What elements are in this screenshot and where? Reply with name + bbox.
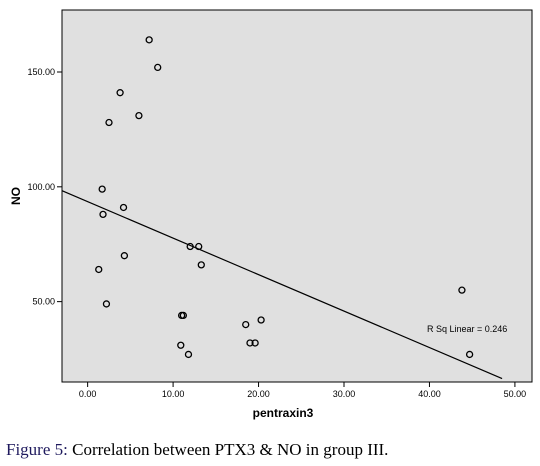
- data-point-4: [105, 118, 113, 127]
- data-point-19: [242, 320, 250, 329]
- data-point-24: [465, 350, 474, 359]
- data-point-7: [119, 203, 128, 212]
- x-axis-title: pentraxin3: [253, 406, 314, 420]
- data-point-12: [186, 242, 194, 251]
- data-point-18: [184, 350, 193, 359]
- fit-line: [61, 190, 503, 380]
- x-tick-label: 40.00: [418, 389, 441, 399]
- x-tick-label: 30.00: [333, 389, 356, 399]
- caption-text: Correlation between PTX3 & NO in group I…: [67, 440, 389, 459]
- data-point-8: [99, 210, 107, 219]
- data-point-6: [98, 185, 106, 193]
- y-tick-label: 150.00: [27, 67, 55, 77]
- data-point-20: [257, 316, 265, 324]
- y-tick-label: 50.00: [32, 297, 55, 307]
- fit-annotation: R Sq Linear = 0.246: [427, 324, 507, 334]
- data-point-21: [246, 339, 254, 347]
- data-point-10: [95, 265, 103, 274]
- y-tick-label: 100.00: [27, 182, 55, 192]
- data-point-2: [154, 63, 162, 72]
- scatter-chart: 0.00 10.00 20.00 30.00 40.00 50.00 50.00 100.0…: [9, 9, 533, 420]
- data-point-17: [177, 341, 185, 349]
- figure-caption: Figure 5: Correlation between PTX3 & NO …: [6, 440, 536, 460]
- plot-area: [61, 9, 533, 383]
- data-point-13: [195, 242, 203, 251]
- data-point-1: [145, 36, 153, 44]
- data-point-22: [251, 339, 259, 347]
- x-tick-label: 0.00: [79, 389, 97, 399]
- x-tick-label: 10.00: [162, 389, 185, 399]
- x-tick-label: 50.00: [504, 389, 527, 399]
- data-point-5: [135, 111, 143, 120]
- x-tick-label: 20.00: [247, 389, 270, 399]
- data-point-9: [120, 252, 129, 260]
- data-point-23: [458, 286, 466, 294]
- y-axis-title: NO: [9, 187, 23, 205]
- data-point-11: [102, 300, 111, 308]
- data-point-14: [197, 261, 205, 269]
- data-point-3: [116, 89, 124, 97]
- data-point-16: [179, 311, 187, 320]
- figure-label: Figure 5:: [6, 440, 68, 459]
